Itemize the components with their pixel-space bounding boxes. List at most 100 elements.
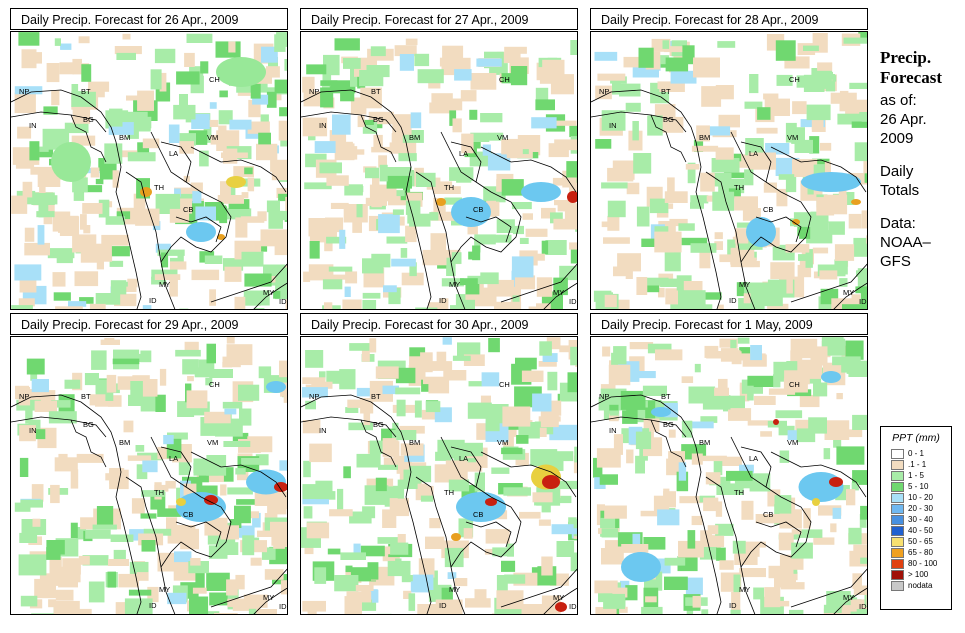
- precip-cell: [26, 358, 45, 375]
- precip-cell: [501, 139, 514, 155]
- precip-cell: [397, 534, 406, 551]
- precip-cell: [665, 239, 674, 253]
- precip-cell: [441, 587, 453, 605]
- data-label: Data:: [880, 215, 916, 232]
- precip-cell: [186, 390, 208, 409]
- precip-cell: [507, 543, 514, 557]
- precip-cell: [547, 371, 558, 391]
- precip-cell: [205, 119, 219, 127]
- precip-cell: [626, 182, 640, 195]
- precip-cell: [168, 124, 180, 143]
- precip-cell: [699, 251, 711, 269]
- precip-cell: [276, 32, 287, 47]
- precip-cell: [691, 453, 703, 465]
- precip-cell: [109, 150, 138, 158]
- country-label-id: ID: [729, 296, 737, 305]
- precip-cell: [127, 455, 152, 461]
- precip-cell: [416, 172, 436, 187]
- precip-cell: [84, 373, 99, 386]
- precip-cell: [70, 469, 79, 489]
- precip-cell: [334, 575, 359, 592]
- precip-cell: [137, 90, 154, 111]
- precip-cell: [516, 435, 529, 444]
- precip-cell: [68, 301, 87, 307]
- precip-cell: [142, 460, 158, 473]
- precip-cell: [552, 177, 565, 186]
- precip-cell: [392, 404, 421, 413]
- precip-cell: [594, 51, 618, 61]
- precip-cell: [71, 135, 96, 146]
- precip-cell: [521, 370, 544, 382]
- precip-cell: [111, 246, 130, 257]
- precip-blob: [186, 222, 216, 242]
- precip-cell: [444, 547, 464, 568]
- precip-cell: [241, 192, 249, 199]
- border-line: [301, 394, 432, 614]
- country-label-bt: BT: [371, 392, 381, 401]
- country-label-ch: CH: [499, 75, 510, 84]
- precip-cell: [347, 399, 361, 408]
- precip-cell: [633, 153, 652, 174]
- country-label-np: NP: [19, 392, 29, 401]
- precip-cell: [504, 46, 527, 54]
- precip-cell: [539, 73, 556, 84]
- precip-cell: [222, 401, 243, 409]
- border-line: [70, 419, 107, 468]
- country-label-my: MY: [739, 585, 750, 594]
- precip-cell: [856, 609, 867, 614]
- precip-cell: [598, 397, 627, 411]
- precip-cell: [342, 299, 362, 309]
- precip-cell: [681, 376, 694, 383]
- precip-cell: [732, 540, 746, 554]
- precip-cell: [664, 191, 688, 203]
- border-line: [770, 451, 802, 468]
- precip-cell: [47, 248, 75, 259]
- forecast-panel: Daily Precip. Forecast for 28 Apr., 2009…: [590, 8, 868, 310]
- precip-cell: [330, 202, 349, 209]
- precip-cell: [811, 111, 824, 130]
- precip-cell: [785, 244, 810, 253]
- precip-cell: [345, 565, 353, 573]
- precip-cell: [443, 57, 471, 70]
- border-line: [450, 141, 482, 183]
- precip-cell: [31, 379, 49, 393]
- precip-cell: [417, 604, 438, 614]
- precip-cell: [195, 206, 216, 221]
- precip-cell: [462, 442, 483, 457]
- precip-cell: [105, 216, 125, 225]
- precip-cell: [319, 162, 342, 174]
- precip-cell: [204, 411, 231, 424]
- precip-cell: [731, 591, 741, 611]
- precip-cell: [154, 484, 169, 492]
- precip-cell: [662, 40, 670, 49]
- precip-cell: [738, 298, 765, 309]
- precip-cell: [98, 199, 110, 218]
- precip-cell: [257, 530, 281, 537]
- precip-cell: [501, 73, 527, 84]
- precip-cell: [24, 227, 35, 242]
- precip-cell: [601, 528, 619, 538]
- country-label-bg: BG: [663, 420, 674, 429]
- precip-cell: [569, 187, 577, 195]
- precip-cell: [848, 213, 862, 229]
- precip-cell: [218, 125, 227, 138]
- precip-cell: [19, 532, 38, 543]
- precip-cell: [353, 543, 361, 560]
- precip-cell: [601, 110, 626, 131]
- border-line: [190, 451, 222, 468]
- precip-cell: [778, 532, 794, 551]
- precip-cell: [813, 382, 828, 397]
- precip-cell: [109, 260, 124, 267]
- precip-cell: [747, 385, 754, 401]
- precip-cell: [222, 362, 233, 368]
- precip-cell: [806, 230, 833, 244]
- precip-cell: [314, 567, 327, 584]
- precip-cell: [803, 508, 811, 529]
- precip-cell: [141, 490, 165, 497]
- precip-cell: [391, 258, 416, 267]
- precip-blob: [829, 477, 843, 487]
- precip-cell: [739, 347, 751, 358]
- precip-cell: [823, 448, 831, 460]
- precip-cell: [668, 429, 676, 438]
- precip-cell: [636, 277, 648, 295]
